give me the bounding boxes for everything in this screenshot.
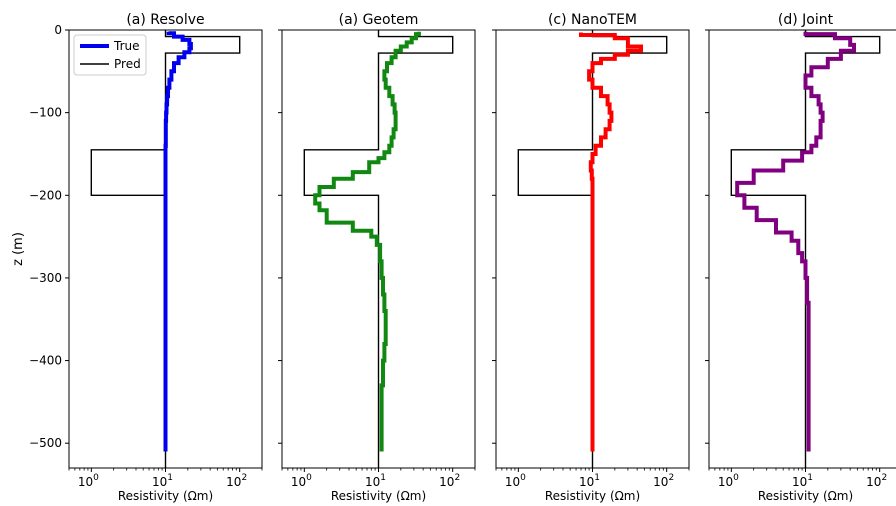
x-tick-label: 101 bbox=[579, 473, 600, 489]
panel-title: (d) Joint bbox=[778, 12, 834, 28]
x-tick-label: 100 bbox=[291, 473, 312, 489]
x-tick-label: 102 bbox=[866, 473, 887, 489]
pred-line-0 bbox=[163, 31, 193, 452]
panel-title: (a) Geotem bbox=[339, 12, 419, 28]
y-tick-label: −200 bbox=[29, 188, 62, 202]
y-axis-label: z (m) bbox=[11, 232, 26, 266]
legend-label-true: True bbox=[113, 39, 140, 53]
pred-line-2 bbox=[579, 32, 643, 452]
legend: True Pred bbox=[73, 34, 147, 76]
x-tick-label: 100 bbox=[505, 473, 526, 489]
panel-0: (a) Resolve 0 −100 −200 −300 −400 −500 100 101 10… bbox=[29, 12, 263, 503]
panel-1: (a) Geotem 100 101 102 Resistivity (Ωm) bbox=[278, 12, 476, 503]
x-axis-label: Resistivity (Ωm) bbox=[118, 489, 213, 503]
legend-label-pred: Pred bbox=[114, 57, 141, 71]
x-tick-label: 102 bbox=[439, 473, 460, 489]
x-tick-label: 101 bbox=[152, 473, 173, 489]
y-tick-label: 0 bbox=[54, 23, 62, 37]
x-tick-label: 102 bbox=[653, 473, 674, 489]
axes-frame bbox=[708, 29, 896, 469]
pred-line-3 bbox=[735, 31, 856, 452]
x-tick-label: 101 bbox=[365, 473, 386, 489]
x-tick-label: 102 bbox=[226, 473, 247, 489]
pred-line-1 bbox=[313, 31, 421, 452]
true-model-line-3 bbox=[730, 30, 881, 468]
x-tick-label: 100 bbox=[718, 473, 739, 489]
y-tick-label: −100 bbox=[29, 106, 62, 120]
y-tick-label: −400 bbox=[29, 354, 62, 368]
panel-3: (d) Joint 100 101 102 Resistivity (Ωm) bbox=[705, 12, 896, 503]
panels: (a) Resolve 0 −100 −200 −300 −400 −500 100 101 10… bbox=[29, 12, 896, 503]
panel-2: (c) NanoTEM 100 101 102 Resistivity (Ωm) bbox=[492, 12, 690, 503]
panel-title: (c) NanoTEM bbox=[548, 12, 637, 28]
x-tick-label: 100 bbox=[78, 473, 99, 489]
panel-title: (a) Resolve bbox=[126, 12, 204, 28]
y-tick-label: −300 bbox=[29, 271, 62, 285]
x-axis-label: Resistivity (Ωm) bbox=[758, 489, 853, 503]
y-tick-label: −500 bbox=[29, 436, 62, 450]
x-axis-label: Resistivity (Ωm) bbox=[331, 489, 426, 503]
x-tick-label: 101 bbox=[792, 473, 813, 489]
x-axis-label: Resistivity (Ωm) bbox=[545, 489, 640, 503]
